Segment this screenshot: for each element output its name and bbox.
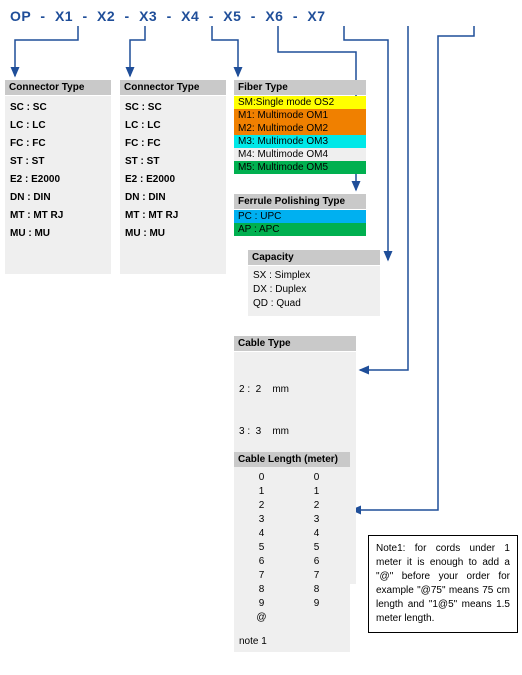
connector-type-1-list: SC : SC LC : LC FC : FC ST : ST E2 : E20… xyxy=(5,96,111,274)
cable-length-body: 00112233445566778899@ note 1 xyxy=(234,468,350,652)
length-left: 0 xyxy=(234,471,289,485)
length-row: 99 xyxy=(234,597,350,611)
ct2-item: SC : SC xyxy=(125,99,221,117)
length-left: 9 xyxy=(234,597,289,611)
dash: - xyxy=(82,8,87,24)
length-row: 33 xyxy=(234,513,350,527)
length-row: 66 xyxy=(234,555,350,569)
cable-length-footer: note 1 xyxy=(234,635,350,649)
part-x3: X3 xyxy=(139,8,157,24)
ct2-item: MU : MU xyxy=(125,225,221,243)
length-right: 0 xyxy=(289,471,344,485)
length-right: 1 xyxy=(289,485,344,499)
length-left: 4 xyxy=(234,527,289,541)
ferrule-list: PC : UPC AP : APC xyxy=(234,210,366,236)
length-row: 22 xyxy=(234,499,350,513)
capacity-row: SX : Simplex xyxy=(253,269,375,283)
dash: - xyxy=(293,8,298,24)
dash: - xyxy=(40,8,45,24)
ct1-item: MT : MT RJ xyxy=(10,207,106,225)
length-right: 8 xyxy=(289,583,344,597)
length-left: 1 xyxy=(234,485,289,499)
dash: - xyxy=(209,8,214,24)
length-right: 6 xyxy=(289,555,344,569)
fiber-type-header: Fiber Type xyxy=(234,80,366,95)
length-right: 7 xyxy=(289,569,344,583)
length-row: 11 xyxy=(234,485,350,499)
ct1-item: SC : SC xyxy=(10,99,106,117)
length-right xyxy=(289,611,344,625)
connector-type-2-list: SC : SC LC : LC FC : FC ST : ST E2 : E20… xyxy=(120,96,226,274)
length-row: 77 xyxy=(234,569,350,583)
order-code: OP - X1 - X2 - X3 - X4 - X5 - X6 - X7 xyxy=(10,8,326,24)
length-right: 5 xyxy=(289,541,344,555)
fiber-row: M2: Multimode OM2 xyxy=(234,122,366,135)
part-x6: X6 xyxy=(265,8,283,24)
ferrule-header: Ferrule Polishing Type xyxy=(234,194,366,209)
cable-type-header: Cable Type xyxy=(234,336,356,351)
length-right: 9 xyxy=(289,597,344,611)
ferrule-row: PC : UPC xyxy=(234,210,366,223)
part-x5: X5 xyxy=(223,8,241,24)
length-row: 00 xyxy=(234,471,350,485)
ferrule-row: AP : APC xyxy=(234,223,366,236)
ct1-item: E2 : E2000 xyxy=(10,171,106,189)
cable-type-row: 2 : 2 mm xyxy=(239,383,351,397)
length-row: 44 xyxy=(234,527,350,541)
note-1-box: Note1: for cords under 1 meter it is eno… xyxy=(368,535,518,633)
ct2-item: LC : LC xyxy=(125,117,221,135)
capacity-row: QD : Quad xyxy=(253,297,375,311)
fiber-row: SM:Single mode OS2 xyxy=(234,96,366,109)
ct1-item: ST : ST xyxy=(10,153,106,171)
length-left: 3 xyxy=(234,513,289,527)
length-left: 5 xyxy=(234,541,289,555)
connector-type-1-header: Connector Type xyxy=(5,80,111,95)
ct1-item: LC : LC xyxy=(10,117,106,135)
length-right: 3 xyxy=(289,513,344,527)
length-row: 88 xyxy=(234,583,350,597)
length-left: 2 xyxy=(234,499,289,513)
fiber-row: M5: Multimode OM5 xyxy=(234,161,366,174)
fiber-row: M1: Multimode OM1 xyxy=(234,109,366,122)
part-x2: X2 xyxy=(97,8,115,24)
dash: - xyxy=(167,8,172,24)
ct1-item: FC : FC xyxy=(10,135,106,153)
ct1-item: MU : MU xyxy=(10,225,106,243)
ct2-item: MT : MT RJ xyxy=(125,207,221,225)
cable-length-header: Cable Length (meter) xyxy=(234,452,350,467)
ct1-item: DN : DIN xyxy=(10,189,106,207)
length-row: @ xyxy=(234,611,350,625)
ct2-item: E2 : E2000 xyxy=(125,171,221,189)
cable-type-row: 3 : 3 mm xyxy=(239,425,351,439)
capacity-list: SX : Simplex DX : Duplex QD : Quad xyxy=(248,266,380,316)
length-left: 7 xyxy=(234,569,289,583)
ct2-item: DN : DIN xyxy=(125,189,221,207)
length-right: 2 xyxy=(289,499,344,513)
dash: - xyxy=(251,8,256,24)
part-op: OP xyxy=(10,8,31,24)
capacity-header: Capacity xyxy=(248,250,380,265)
fiber-row: M4: Multimode OM4 xyxy=(234,148,366,161)
length-left: 6 xyxy=(234,555,289,569)
length-left: @ xyxy=(234,611,289,625)
capacity-row: DX : Duplex xyxy=(253,283,375,297)
fiber-type-list: SM:Single mode OS2 M1: Multimode OM1 M2:… xyxy=(234,96,366,174)
dash: - xyxy=(125,8,130,24)
part-x7: X7 xyxy=(307,8,325,24)
length-left: 8 xyxy=(234,583,289,597)
length-row: 55 xyxy=(234,541,350,555)
connector-type-2-header: Connector Type xyxy=(120,80,226,95)
length-right: 4 xyxy=(289,527,344,541)
part-x1: X1 xyxy=(55,8,73,24)
ct2-item: FC : FC xyxy=(125,135,221,153)
part-x4: X4 xyxy=(181,8,199,24)
fiber-row: M3: Multimode OM3 xyxy=(234,135,366,148)
ct2-item: ST : ST xyxy=(125,153,221,171)
